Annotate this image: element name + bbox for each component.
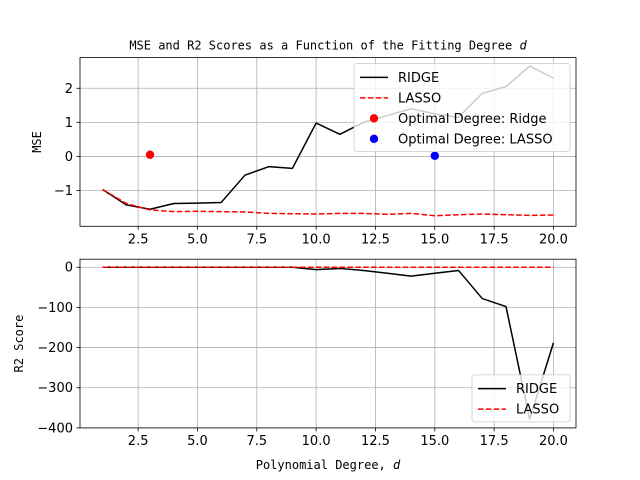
r2-x-tick-label: 5.0 [187,434,208,449]
mse-legend-label-ridge: RIDGE [398,71,439,86]
r2-x-tick-label: 20.0 [539,434,568,449]
mse-y-axis-label: MSE [30,131,44,153]
r2-series [102,266,555,420]
r2-legend-label-lasso: LASSO [516,403,559,418]
mse-x-tick-label: 2.5 [128,232,149,247]
mse-axes-frame [79,57,577,227]
r2-y-tick-label: −100 [37,301,73,316]
mse-x-tick-label: 17.5 [480,232,509,247]
mse-y-tick-label: 0 [65,150,73,165]
x-axis-label-text: Polynomial Degree, [256,458,393,472]
r2-x-tick-label: 15.0 [420,434,449,449]
chart-title: MSE and R2 Scores as a Function of the F… [129,39,527,53]
r2-y-tick-label: −200 [37,341,73,356]
mse-x-tick-label: 20.0 [539,232,568,247]
r2-y-tick-label: 0 [65,261,73,276]
mse-y-tick-label: −1 [54,184,73,199]
mse-x-tick-label: 5.0 [187,232,208,247]
mse-y-tick-label: 2 [65,82,73,97]
r2-subplot: R2 Score Polynomial Degree, d 2.5 5.0 7.5 1… [12,258,577,472]
chart-title-variable: d [519,39,527,53]
r2-x-tick-label: 2.5 [128,434,149,449]
r2-x-tick-label: 10.0 [302,434,331,449]
r2-x-tick-label: 7.5 [246,434,267,449]
r2-x-tick-label: 17.5 [480,434,509,449]
mse-x-tick-label: 12.5 [361,232,390,247]
r2-x-tick-label: 12.5 [361,434,390,449]
r2-axes-frame [79,258,577,429]
mse-legend-label-lasso: LASSO [398,91,441,106]
x-axis-label-variable: d [393,458,401,472]
r2-y-axis-label: R2 Score [12,315,26,373]
mse-x-tick-label: 10.0 [302,232,331,247]
chart-title-text: MSE and R2 Scores as a Function of the F… [129,39,519,53]
mse-legend: RIDGE LASSO Optimal Degree: Ridge Optimal D… [353,63,571,152]
mse-optimal-degree-ridge-point [145,150,155,159]
mse-lasso-line [102,188,554,217]
r2-ticks: 2.5 5.0 7.5 10.0 12.5 15.0 17.5 20.0 0 −100 −200 −3… [37,261,568,449]
r2-legend-box [471,374,571,423]
mse-legend-swatch-optimal-degree-ridge [369,114,379,123]
mse-legend-box [353,63,571,152]
mse-ticks: 2.5 5.0 7.5 10.0 12.5 15.0 17.5 20.0 −1 0 1 2 [54,82,568,248]
r2-y-tick-label: −400 [37,421,73,436]
mse-x-tick-label: 7.5 [246,232,267,247]
mse-y-tick-label: 1 [65,116,73,131]
r2-legend: RIDGE LASSO [471,374,571,423]
mse-legend-swatch-optimal-degree-lasso [369,134,379,144]
x-axis-label: Polynomial Degree, d [256,458,401,472]
mse-x-tick-label: 15.0 [420,232,449,247]
mse-legend-label-optimal-degree-ridge: Optimal Degree: Ridge [398,112,547,127]
r2-legend-label-ridge: RIDGE [516,382,557,397]
mse-legend-label-optimal-degree-lasso: Optimal Degree: LASSO [398,132,553,147]
r2-y-tick-label: −300 [37,381,73,396]
mse-optimal-degree-lasso-point [430,151,439,160]
mse-subplot: MSE and R2 Scores as a Function of the F… [30,39,577,248]
